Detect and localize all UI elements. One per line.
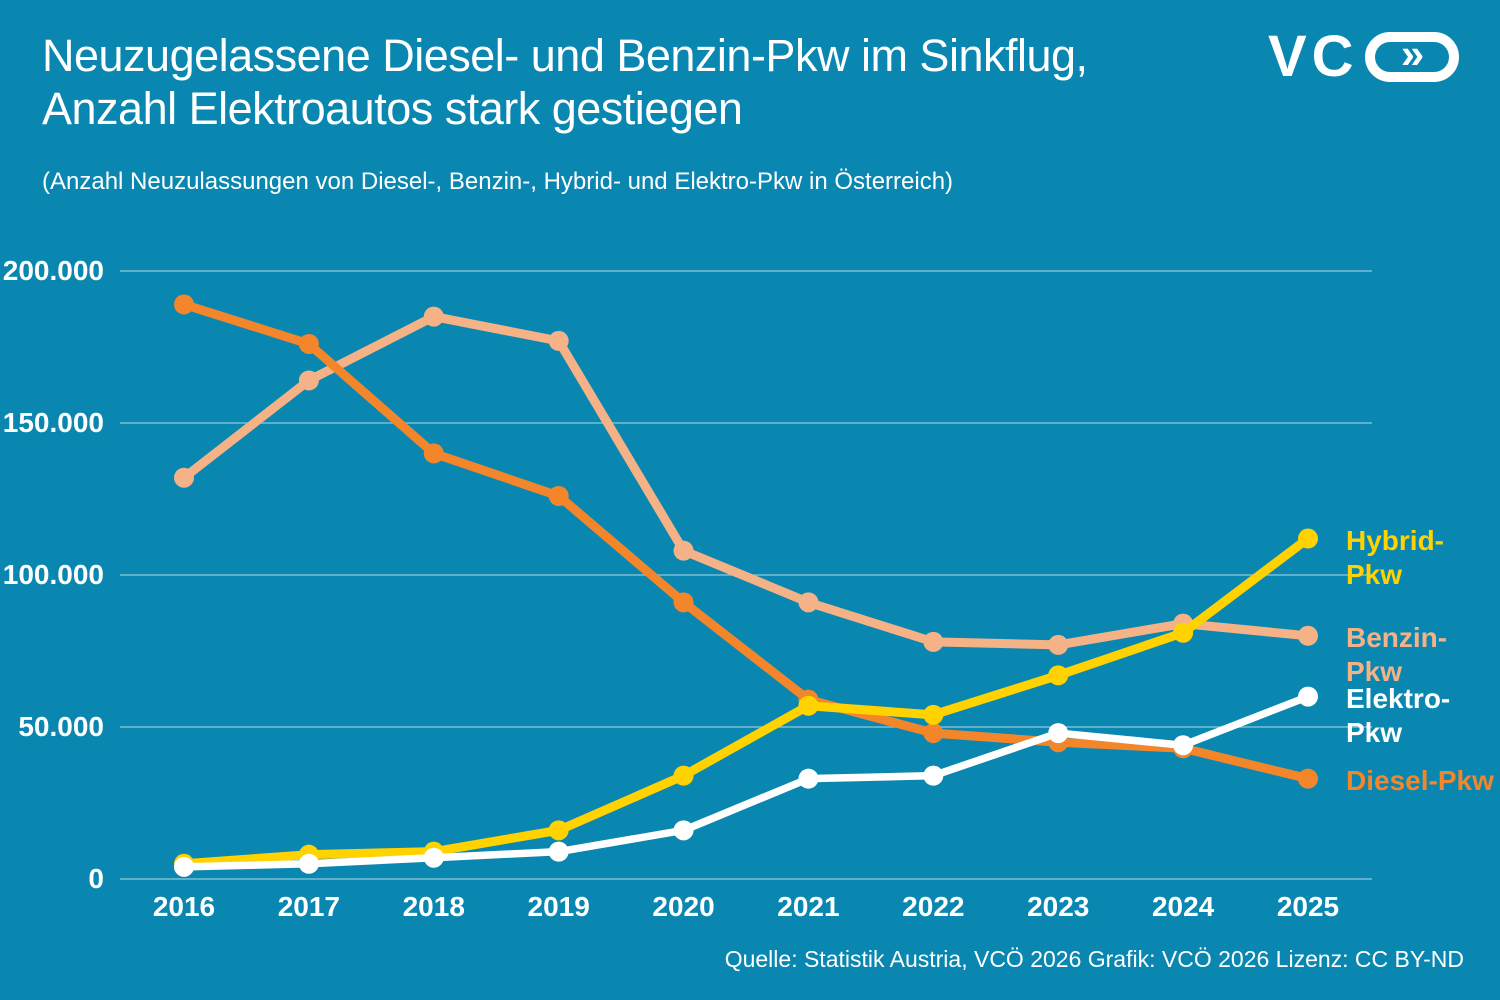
title-line-1: Neuzugelassene Diesel- und Benzin-Pkw im… — [42, 30, 1088, 81]
data-point — [1298, 686, 1318, 707]
data-point — [798, 768, 819, 789]
logo-chevrons-icon: » — [1364, 29, 1459, 82]
series-label-benzin-pkw: Benzin-Pkw — [1346, 621, 1448, 687]
data-point — [1048, 634, 1069, 655]
data-point — [923, 631, 944, 652]
data-point — [174, 856, 194, 877]
data-point — [1173, 735, 1194, 756]
data-point — [423, 306, 444, 327]
y-axis-tick-label: 0 — [88, 863, 104, 894]
x-axis-tick-label: 2019 — [527, 891, 590, 922]
x-axis-tick-label: 2017 — [277, 891, 341, 922]
x-axis-tick-label: 2023 — [1027, 891, 1090, 922]
page-title: Neuzugelassene Diesel- und Benzin-Pkw im… — [42, 30, 1088, 135]
x-axis-tick-label: 2016 — [152, 891, 216, 922]
data-point — [673, 765, 694, 786]
line-elektro-pkw — [180, 692, 1312, 871]
line-hybrid-pkw — [179, 534, 1313, 869]
data-point — [923, 704, 944, 725]
data-point — [1048, 723, 1069, 744]
x-axis-tick-label: 2018 — [402, 891, 465, 922]
data-point — [298, 333, 319, 354]
data-point — [548, 330, 569, 351]
vcoe-logo: VC » — [1268, 28, 1459, 86]
data-point — [548, 485, 569, 506]
data-point — [423, 443, 444, 464]
data-point — [673, 540, 694, 561]
double-chevron-icon: » — [1400, 29, 1424, 77]
y-axis-tick-label: 200.000 — [2, 255, 104, 286]
series-label-elektro-pkw: Elektro-Pkw — [1346, 682, 1451, 748]
data-point — [548, 820, 569, 841]
x-axis-tick-label: 2020 — [652, 891, 715, 922]
series-label-hybrid-pkw: Hybrid-Pkw — [1346, 524, 1444, 590]
source-attribution: Quelle: Statistik Austria, VCÖ 2026 Graf… — [724, 946, 1464, 972]
data-point — [673, 820, 694, 841]
data-point — [423, 847, 444, 868]
x-axis-tick-label: 2024 — [1151, 891, 1215, 922]
data-point — [298, 853, 319, 874]
line-diesel-pkw — [179, 299, 1313, 784]
data-point — [298, 370, 319, 391]
line-benzin-pkw — [179, 312, 1313, 650]
data-point — [673, 592, 694, 613]
y-axis-tick-label: 50.000 — [18, 711, 104, 742]
data-point — [548, 841, 569, 862]
data-point — [1048, 665, 1069, 686]
data-point — [174, 294, 194, 315]
data-point — [923, 765, 944, 786]
data-point — [798, 592, 819, 613]
data-point — [1298, 768, 1318, 789]
data-point — [798, 695, 819, 716]
x-axis-tick-label: 2022 — [902, 891, 965, 922]
data-point — [1298, 625, 1318, 646]
logo-text: VC — [1268, 24, 1359, 89]
x-axis-tick-label: 2021 — [777, 891, 840, 922]
x-axis-tick-label: 2025 — [1276, 891, 1340, 922]
y-axis-tick-label: 100.000 — [2, 559, 104, 590]
data-point — [1298, 528, 1318, 549]
y-axis-tick-label: 150.000 — [2, 407, 104, 438]
data-point — [1173, 622, 1194, 643]
data-point — [923, 723, 944, 744]
title-line-2: Anzahl Elektroautos stark gestiegen — [42, 82, 743, 134]
page-subtitle: (Anzahl Neuzulassungen von Diesel-, Benz… — [42, 168, 954, 195]
series-label-diesel-pkw: Diesel-Pkw — [1346, 764, 1494, 796]
data-point — [174, 467, 194, 488]
